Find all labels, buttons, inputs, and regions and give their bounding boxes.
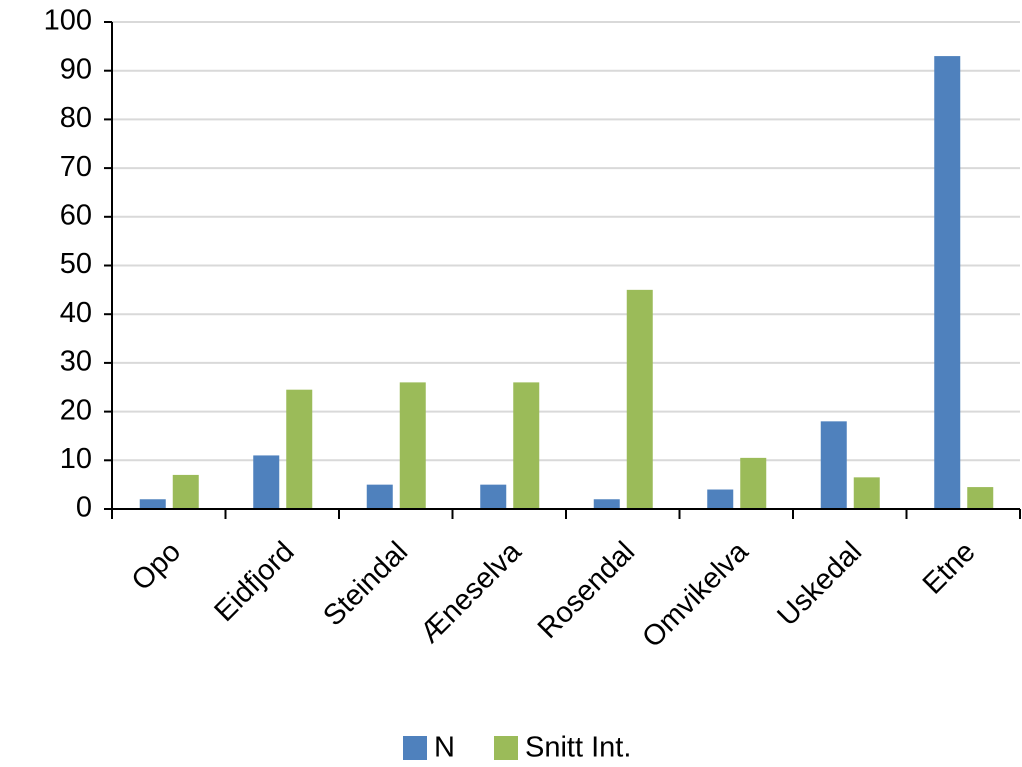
- x-tick-label: Eidfjord: [208, 536, 300, 628]
- bar: [707, 489, 734, 509]
- x-tick-label: Æneselva: [414, 535, 528, 649]
- y-tick-label: 0: [76, 492, 92, 524]
- bar: [740, 457, 767, 509]
- y-tick-label: 40: [60, 297, 92, 329]
- y-tick-label: 20: [60, 394, 92, 426]
- bar: [853, 477, 880, 509]
- x-tick-label: Steindal: [317, 536, 414, 633]
- bar: [480, 484, 507, 509]
- x-tick-label: Rosendal: [532, 536, 641, 645]
- bar: [967, 487, 994, 509]
- legend-swatch: [403, 736, 427, 760]
- x-tick-label: Uskedal: [771, 536, 868, 633]
- bar: [513, 382, 540, 509]
- x-tick-label: Omvikelva: [636, 535, 755, 654]
- y-tick-label: 50: [60, 248, 92, 280]
- y-tick-label: 80: [60, 102, 92, 134]
- x-tick-label: Opo: [126, 536, 187, 597]
- x-tick-label: Etne: [917, 536, 982, 601]
- y-tick-label: 90: [60, 53, 92, 85]
- bar: [286, 389, 313, 509]
- y-tick-label: 100: [44, 5, 92, 37]
- y-tick-label: 60: [60, 199, 92, 231]
- bar: [626, 289, 653, 509]
- bar: [253, 455, 280, 509]
- y-tick-label: 30: [60, 346, 92, 378]
- bar: [934, 56, 961, 510]
- bar: [399, 382, 426, 509]
- legend-label: N: [434, 732, 455, 764]
- legend-swatch: [494, 736, 518, 760]
- bar: [593, 499, 620, 509]
- bar: [366, 484, 393, 509]
- bar: [820, 421, 847, 509]
- y-tick-label: 70: [60, 151, 92, 183]
- legend-label: Snitt Int.: [525, 732, 631, 764]
- y-tick-label: 10: [60, 443, 92, 475]
- bar: [139, 499, 166, 509]
- bar: [172, 474, 199, 509]
